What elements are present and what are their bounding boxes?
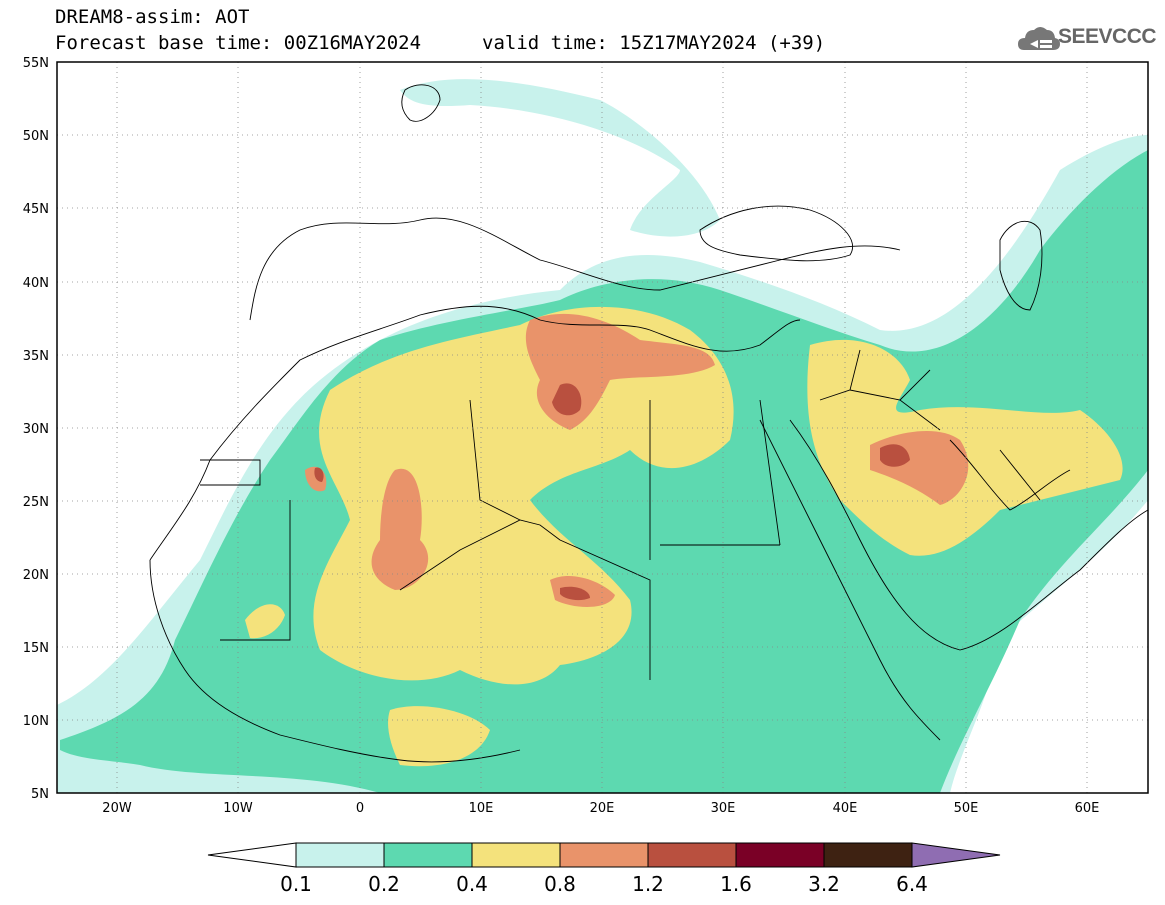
lon-label: 50E	[954, 801, 979, 816]
aot-contour-1.2-mauritania	[314, 467, 324, 482]
coastlines-borders	[149, 84, 1148, 763]
lat-label: 20N	[23, 568, 49, 583]
map-title: DREAM8-assim: AOT	[55, 6, 250, 28]
lat-label: 10N	[23, 714, 49, 729]
lon-label: 20E	[590, 801, 615, 816]
lon-label: 10E	[469, 801, 494, 816]
lat-label: 25N	[23, 495, 49, 510]
lat-label: 50N	[23, 129, 49, 144]
aot-contour-1.2-chad	[560, 586, 590, 601]
lon-label: 60E	[1075, 801, 1100, 816]
coastline-west-africa	[149, 559, 521, 763]
valid-time: valid time: 15Z17MAY2024 (+39)	[482, 32, 826, 54]
aot-contour-1.2-iraq	[880, 444, 910, 467]
forecast-base-time: Forecast base time: 00Z16MAY2024	[55, 32, 422, 54]
map-frame	[56, 61, 1149, 794]
coastline-black-sea	[699, 205, 853, 262]
aot-contour-1.2	[552, 383, 582, 416]
coastline-red-sea	[759, 419, 941, 741]
aot-contour-0.4-senegal	[245, 604, 285, 639]
aot-contour-0.4-west-africa	[388, 706, 490, 767]
coastline-britain	[401, 84, 441, 122]
lon-label: 40E	[833, 801, 858, 816]
lat-label: 15N	[23, 641, 49, 656]
lat-axis: 55N 50N 45N 40N 35N 30N 25N 20N 15N 10N …	[23, 56, 49, 802]
lat-label: 35N	[23, 349, 49, 364]
lat-label: 40N	[23, 276, 49, 291]
lon-label: 20W	[102, 801, 132, 816]
logo-text: SEEVCCC	[1058, 25, 1157, 48]
aot-contour-0.4	[313, 306, 734, 685]
graticule	[57, 62, 1148, 793]
coastline-europe	[249, 217, 901, 321]
lon-axis: 20W 10W 0 10E 20E 30E 40E 50E 60E	[102, 801, 1099, 816]
lon-label: 10W	[223, 801, 253, 816]
cloud-logo-icon	[1018, 27, 1060, 50]
aot-contour-0.4-arabia	[807, 339, 1123, 556]
coastline-caspian	[999, 220, 1043, 311]
aot-field	[57, 79, 1148, 793]
coastline-africa-north	[149, 305, 801, 561]
coastline-persian-gulf	[949, 439, 1071, 511]
lat-label: 45N	[23, 202, 49, 217]
border-middle-east	[819, 349, 1041, 501]
border-sahara	[200, 399, 781, 680]
aot-contour-0.1-europe	[400, 79, 720, 237]
lat-label: 30N	[23, 422, 49, 437]
aot-contour-0.8-sahara	[371, 468, 429, 590]
lon-label: 0	[356, 801, 364, 816]
coastline-arabia	[789, 419, 1148, 651]
lat-label: 5N	[31, 787, 49, 802]
lon-label: 30E	[711, 801, 736, 816]
lat-label: 55N	[23, 56, 49, 71]
